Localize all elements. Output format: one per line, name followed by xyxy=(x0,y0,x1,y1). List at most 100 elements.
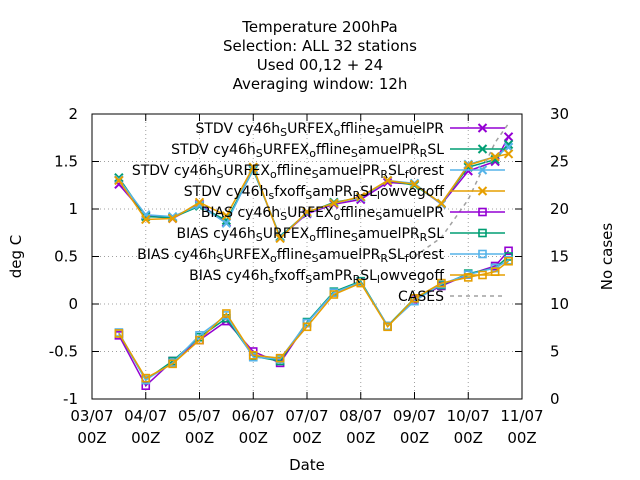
legend-label-subscript: f xyxy=(405,168,410,181)
data-point xyxy=(503,132,514,142)
legend-label: STDV cy46hSURFEXofflineSamuelPRRSL xyxy=(171,142,444,160)
legend-sample-marker xyxy=(477,144,488,154)
y-axis-label: deg C xyxy=(7,235,25,279)
legend-label-part: URFEX xyxy=(263,142,310,158)
data-point xyxy=(504,256,513,266)
marker-stroke xyxy=(503,149,514,159)
data-point xyxy=(221,210,232,221)
legend-label-part: STDV cy46h xyxy=(171,142,256,158)
legend-label-part: amPR xyxy=(312,268,353,284)
legend-label-part: orest xyxy=(409,247,445,263)
x-axis-label: Date xyxy=(289,456,325,474)
data-point xyxy=(302,322,312,332)
legend-label-subscript: S xyxy=(375,210,382,223)
data-point xyxy=(382,175,393,186)
data-point xyxy=(503,139,514,150)
legend-label-part: SL xyxy=(360,268,377,284)
marker-stroke xyxy=(248,162,258,172)
legend-label-subscript: o xyxy=(309,231,316,244)
legend-label-subscript: S xyxy=(305,273,312,286)
y2-tick-label: 15 xyxy=(550,248,569,266)
marker-stroke xyxy=(382,175,393,186)
legend-label-subscript: S xyxy=(217,252,224,265)
chart-title-line: Temperature 200hPa xyxy=(241,18,398,36)
marker-stroke xyxy=(141,214,151,225)
series-line xyxy=(118,260,510,380)
legend-label-part: fxoff xyxy=(274,268,305,284)
legend-label-part: amuelPR xyxy=(382,121,444,137)
legend-label: BIAS cy46hSURFEXofflineSamuelPR xyxy=(201,205,444,223)
x-tick-label-hour: 00Z xyxy=(185,429,214,447)
x-tick-label: 08/07 xyxy=(339,407,382,425)
data-point xyxy=(248,350,258,360)
legend-label-part: amuelPR xyxy=(319,163,381,179)
x-tick-label-hour: 00Z xyxy=(292,429,321,447)
marker-stroke xyxy=(221,218,232,228)
legend-label-part: ffline xyxy=(277,163,312,179)
legend-label: CASES xyxy=(398,289,444,305)
x-tick-label: 10/07 xyxy=(447,407,490,425)
legend-label-part: URFEX xyxy=(223,163,270,179)
legend-label-part: STDV cy46h xyxy=(195,121,280,137)
data-point xyxy=(194,197,205,208)
marker-stroke xyxy=(503,132,514,142)
x-tick-label-hour: 00Z xyxy=(77,429,106,447)
legend-label-part: amuelPR xyxy=(358,142,420,158)
data-point xyxy=(504,246,513,256)
legend-label-subscript: S xyxy=(256,147,263,160)
y2-tick-label: 0 xyxy=(550,390,560,408)
legend-label-subscript: R xyxy=(380,168,388,181)
data-point xyxy=(141,373,151,383)
data-point xyxy=(436,198,447,209)
legend-label-part: BIAS cy46h xyxy=(201,205,280,221)
legend-label-part: URFEX xyxy=(287,205,334,221)
legend-label-part: SL xyxy=(427,142,444,158)
data-point xyxy=(195,335,204,345)
x-tick-label: 11/07 xyxy=(500,407,543,425)
data-point xyxy=(114,329,124,338)
marker-stroke xyxy=(114,172,124,183)
data-point xyxy=(275,233,285,244)
data-point xyxy=(382,177,393,188)
data-point xyxy=(222,309,231,318)
data-point xyxy=(141,214,151,225)
data-point xyxy=(302,207,312,217)
legend-label: BIAS cy46hSURFEXofflineSamuelPRRSLforest xyxy=(137,247,444,265)
legend-label-subscript: S xyxy=(375,126,382,139)
legend-label-part: URFEX xyxy=(287,121,334,137)
legend-label: BIAS cy46hSURFEXofflineSamuelPRRSL xyxy=(176,226,444,244)
marker-stroke xyxy=(167,213,178,224)
legend-label-subscript: S xyxy=(280,210,287,223)
legend-label-subscript: S xyxy=(312,252,319,265)
marker-stroke xyxy=(477,165,488,175)
legend-sample-marker xyxy=(478,270,487,280)
x-tick-label-hour: 00Z xyxy=(400,429,429,447)
legend-label-part: SL xyxy=(388,247,405,263)
legend-label-subscript: R xyxy=(420,231,428,244)
data-point xyxy=(410,293,419,303)
series-stdv-3 xyxy=(114,149,514,244)
legend-label: STDV cy46hSURFEXofflineSamuelPRRSLforest xyxy=(132,163,445,181)
legend-sample-marker xyxy=(478,249,487,259)
data-point xyxy=(383,322,392,332)
legend-label: BIAS cy46hsfxoffSamPRRSLlowvegoff xyxy=(189,268,444,286)
legend-label-part: amuelPR xyxy=(358,226,420,242)
legend-label-part: SL xyxy=(427,226,444,242)
data-point xyxy=(356,191,366,202)
x-tick-label: 04/07 xyxy=(124,407,167,425)
legend-label-subscript: S xyxy=(351,231,358,244)
legend-label-subscript: S xyxy=(312,168,319,181)
legend-label-part: BIAS cy46h xyxy=(189,268,268,284)
chart-title-line: Selection: ALL 32 stations xyxy=(223,37,417,55)
y2-axis-label: No cases xyxy=(598,223,616,291)
legend-label-subscript: R xyxy=(353,189,361,202)
data-point xyxy=(168,359,177,369)
data-point xyxy=(329,290,339,299)
marker-stroke xyxy=(114,175,124,186)
legend-sample-marker xyxy=(478,207,487,217)
series-line xyxy=(118,259,509,382)
chart-title-line: Averaging window: 12h xyxy=(233,75,408,93)
legend-label-subscript: R xyxy=(380,252,388,265)
chart-title-line: Used 00,12 + 24 xyxy=(257,56,383,74)
